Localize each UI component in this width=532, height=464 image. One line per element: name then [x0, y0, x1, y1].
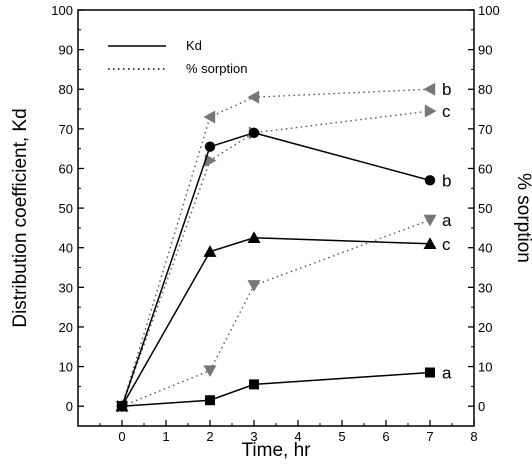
y-left-tick-label: 90 [59, 43, 73, 58]
y-left-tick-label: 100 [51, 3, 73, 18]
marker-triangle-down [423, 214, 437, 227]
series-end-label: a [442, 364, 452, 383]
y-right-tick-label: 40 [478, 241, 492, 256]
y-left-tick-label: 50 [59, 201, 73, 216]
marker-triangle-up [423, 237, 437, 249]
legend: Kd % sorption [108, 38, 247, 76]
x-tick-label: 3 [250, 429, 257, 444]
y-left-tick-label: 0 [66, 399, 73, 414]
series-kd-c: c [115, 231, 451, 412]
y-left-tick-label: 10 [59, 360, 73, 375]
y-right-tick-label: 90 [478, 43, 492, 58]
y-right-tick-label: 10 [478, 360, 492, 375]
legend-sorption-label: % sorption [186, 61, 247, 76]
y-right-tick-label: 70 [478, 122, 492, 137]
marker-square [425, 367, 435, 378]
series-line [121, 219, 431, 407]
y-right-tick-label: 50 [478, 201, 492, 216]
x-tick-label: 5 [338, 429, 345, 444]
y-right-tick-label: 100 [478, 3, 500, 18]
y-axis-right-label: % sorption [513, 173, 532, 263]
x-axis-label: Time, hr [242, 440, 312, 461]
y-right-tick-label: 30 [478, 280, 492, 295]
x-tick-label: 2 [206, 429, 213, 444]
y-left-tick-label: 20 [59, 320, 73, 335]
marker-triangle-up [115, 399, 129, 412]
series-end-label: a [442, 211, 452, 230]
series-kd-a: a [117, 364, 452, 412]
series-line [121, 371, 431, 407]
x-tick-label: 7 [426, 429, 433, 444]
y-axis-left-label: Distribution coefficient, Kd [10, 108, 31, 327]
series-kd-b: b [116, 127, 451, 412]
marker-circle [424, 175, 436, 186]
x-tick-label: 6 [382, 429, 389, 444]
series-end-label: b [442, 171, 451, 190]
marker-circle [204, 141, 216, 152]
marker-triangle-up [247, 231, 261, 244]
series-end-label: b [442, 80, 451, 99]
series-sorption-b: b [115, 80, 451, 413]
x-tick-label: 4 [294, 429, 301, 444]
x-tick-label: 1 [162, 429, 169, 444]
series-line [121, 88, 431, 407]
series-line [121, 110, 431, 407]
marker-triangle-left [247, 90, 260, 104]
marker-triangle-right [424, 104, 437, 118]
marker-triangle-down [247, 280, 261, 292]
marker-triangle-down [203, 365, 217, 378]
y-left-tick-label: 40 [59, 241, 73, 256]
marker-square [205, 395, 215, 406]
legend-kd-label: Kd [186, 38, 202, 53]
marker-triangle-left [423, 82, 436, 96]
y-left-tick-label: 60 [59, 161, 73, 176]
x-tick-label: 0 [118, 429, 125, 444]
marker-circle [248, 127, 260, 139]
series-end-label: c [442, 102, 451, 121]
y-right-tick-label: 80 [478, 82, 492, 97]
marker-square [249, 379, 259, 390]
y-axis-left: 0 10 20 30 40 50 60 70 80 90 100 [51, 3, 84, 414]
series-end-label: c [442, 235, 451, 254]
y-right-tick-label: 0 [478, 399, 485, 414]
series-line [121, 237, 431, 407]
y-left-tick-label: 70 [59, 122, 73, 137]
marker-triangle-left [203, 110, 216, 124]
x-tick-label: 8 [470, 429, 477, 444]
x-axis: 0 1 2 3 4 5 6 7 8 [99, 420, 478, 444]
marker-triangle-up [203, 245, 217, 257]
y-right-tick-label: 60 [478, 161, 492, 176]
y-left-tick-label: 30 [59, 280, 73, 295]
y-right-tick-label: 20 [478, 320, 492, 335]
marker-triangle-right [204, 154, 217, 168]
y-axis-right: 0 10 20 30 40 50 60 70 80 90 100 [468, 3, 500, 414]
series-line [121, 132, 431, 407]
y-left-tick-label: 80 [59, 82, 73, 97]
